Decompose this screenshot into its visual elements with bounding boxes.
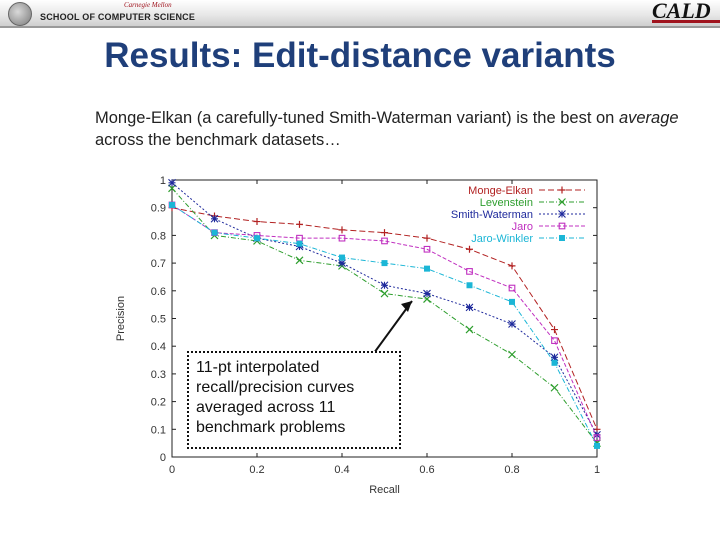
legend-label: Monge-Elkan — [468, 185, 533, 197]
university-seal-icon — [8, 2, 32, 26]
y-tick-label: 0 — [160, 452, 166, 464]
data-point-marker — [508, 320, 516, 328]
y-tick-label: 0.7 — [151, 258, 166, 270]
data-point-marker — [558, 210, 566, 218]
data-point-marker — [254, 235, 260, 242]
callout-arrow-line — [373, 300, 413, 354]
data-point-marker — [295, 256, 304, 265]
data-point-marker — [211, 229, 218, 236]
data-point-marker — [168, 178, 176, 187]
x-tick-label: 0.8 — [504, 464, 519, 476]
data-point-marker — [338, 259, 346, 267]
data-point-marker — [593, 434, 601, 441]
y-axis-label: Precision — [115, 296, 127, 341]
data-point-marker — [558, 222, 566, 230]
x-tick-label: 0.2 — [249, 464, 264, 476]
legend-label: Jaro-Winkler — [471, 233, 533, 245]
data-point-marker — [466, 245, 473, 253]
data-point-marker — [465, 303, 474, 312]
header-bar — [0, 0, 720, 26]
university-name: Carnegie Mellon — [124, 1, 172, 9]
data-point-marker — [423, 289, 431, 298]
x-tick-label: 0.6 — [419, 464, 434, 476]
series-line — [171, 207, 598, 430]
data-point-marker — [253, 218, 261, 226]
data-point-marker — [550, 353, 559, 362]
data-point-marker — [551, 326, 558, 334]
body-text-part2: across the benchmark datasets… — [95, 131, 341, 149]
data-point-marker — [508, 284, 516, 292]
school-name: SCHOOL OF COMPUTER SCIENCE — [40, 12, 196, 22]
data-point-marker — [558, 186, 566, 194]
x-axis-label: Recall — [369, 484, 400, 496]
y-tick-label: 0.4 — [151, 341, 166, 353]
y-tick-label: 0.9 — [151, 203, 166, 215]
data-point-marker — [296, 240, 303, 247]
data-point-marker — [423, 295, 431, 304]
slide-header: Carnegie Mellon SCHOOL OF COMPUTER SCIEN… — [0, 0, 720, 28]
series-line — [171, 204, 598, 438]
y-tick-label: 0.3 — [151, 369, 166, 381]
data-point-marker — [466, 282, 473, 289]
x-tick-label: 0 — [169, 464, 175, 476]
data-point-marker — [381, 229, 388, 237]
legend-label: Levenstein — [480, 197, 533, 209]
y-tick-label: 0.1 — [151, 424, 166, 436]
y-tick-label: 0.8 — [151, 230, 166, 242]
data-point-marker — [558, 198, 566, 206]
data-point-marker — [594, 442, 600, 449]
data-point-marker — [466, 268, 473, 275]
data-point-marker — [339, 254, 345, 261]
legend-label: Jaro — [512, 221, 533, 233]
slide-body-text: Monge-Elkan (a carefully-tuned Smith-Wat… — [95, 107, 695, 151]
data-point-marker — [381, 260, 388, 267]
data-point-marker — [508, 350, 516, 359]
body-text-part1: Monge-Elkan (a carefully-tuned Smith-Wat… — [95, 109, 619, 127]
body-text-emphasis: average — [618, 109, 679, 127]
y-tick-label: 0.6 — [151, 286, 166, 298]
data-point-marker — [338, 234, 346, 242]
x-tick-label: 1 — [594, 464, 600, 476]
y-tick-label: 1 — [160, 175, 166, 187]
data-point-marker — [423, 245, 431, 253]
x-tick-label: 0.4 — [334, 464, 349, 476]
data-point-marker — [551, 337, 558, 345]
series-line — [171, 187, 598, 444]
slide-title: Results: Edit-distance variants — [104, 36, 616, 75]
data-point-marker — [381, 237, 388, 245]
header-rule — [0, 26, 720, 28]
data-point-marker — [423, 234, 431, 242]
data-point-marker — [509, 298, 515, 305]
y-tick-label: 0.5 — [151, 314, 166, 326]
data-point-marker — [169, 201, 175, 208]
data-point-marker — [465, 325, 474, 334]
data-point-marker — [296, 220, 303, 228]
data-point-marker — [338, 226, 346, 234]
lab-logo-bar — [652, 20, 720, 23]
data-point-marker — [168, 184, 176, 193]
data-point-marker — [508, 262, 516, 270]
data-point-marker — [551, 359, 558, 366]
chart-callout: 11-pt interpolated recall/precision curv… — [187, 351, 401, 449]
data-point-marker — [380, 281, 389, 290]
data-point-marker — [210, 214, 219, 223]
y-tick-label: 0.2 — [151, 397, 166, 409]
data-point-marker — [424, 265, 430, 272]
precision-recall-chart: 0 0.1 0.2 0.3 0.4 0.5 0.6 0.7 0.8 0.9 1 0 0.2 0.4 0.6 0… — [115, 175, 601, 496]
data-point-marker — [559, 235, 565, 241]
data-point-marker — [550, 383, 559, 392]
data-point-marker — [380, 289, 389, 298]
callout-arrow-head — [401, 301, 412, 312]
lab-logo: CALD — [652, 0, 711, 23]
legend-label: Smith-Waterman — [451, 209, 533, 221]
